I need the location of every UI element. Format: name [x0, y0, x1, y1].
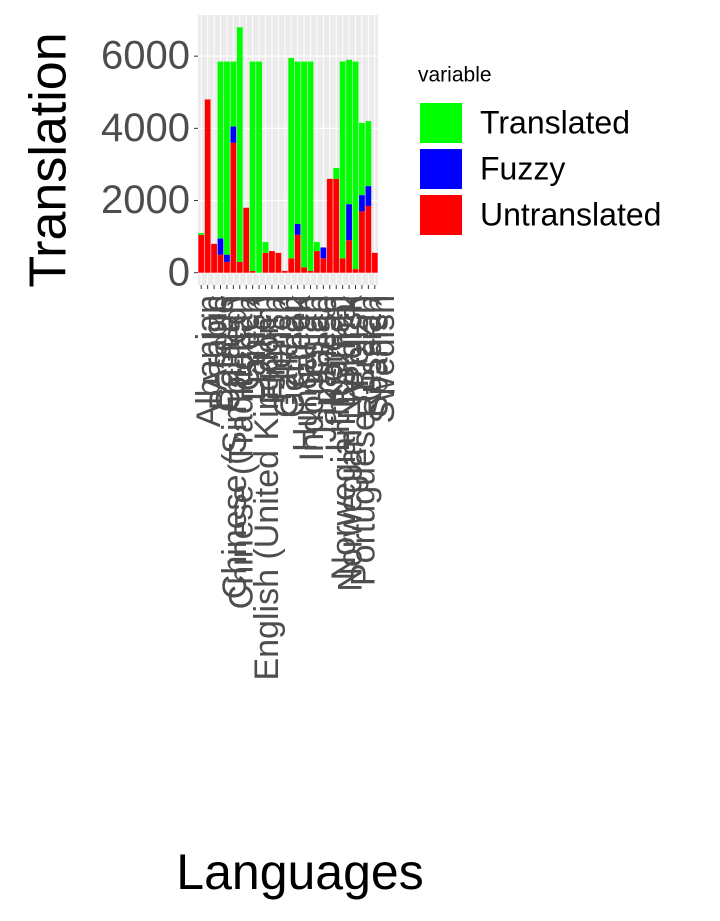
x-tick-label: Galician: [267, 295, 305, 418]
bar-segment: [314, 242, 320, 252]
bar-segment: [307, 270, 314, 273]
bar-segment: [262, 242, 269, 253]
x-tick-label: Chinese (Simplified): [216, 295, 254, 599]
bar-segment: [339, 258, 346, 273]
bar-segment: [204, 99, 211, 273]
y-axis-title: Translation: [20, 32, 78, 287]
x-tick-label: Greek: [280, 294, 318, 388]
bar-segment: [314, 251, 320, 273]
x-tick-label: Portuguese (Brazil): [344, 295, 382, 586]
bar-segment: [198, 234, 205, 273]
bar-segment: [236, 27, 243, 262]
legend-label: Untranslated: [480, 196, 661, 232]
bar-segment: [230, 61, 237, 127]
x-tick-label: Lithuanian: [319, 295, 357, 452]
x-tick-label: Norwegian Bokmål: [325, 295, 363, 580]
y-tick-label: 4000: [101, 106, 190, 150]
bar-segment: [326, 178, 333, 273]
bar-segment: [230, 126, 237, 143]
x-tick-label: Japanese: [306, 295, 344, 442]
bar-segment: [269, 251, 275, 273]
bar-segment: [288, 258, 295, 273]
x-tick-label: Czech: [229, 295, 267, 391]
bar-segment: [346, 240, 352, 273]
bar-segment: [365, 121, 372, 187]
bar-segment: [217, 61, 224, 239]
x-tick-label: Catalan: [209, 295, 247, 412]
x-tick-label: Italian: [299, 295, 337, 386]
bar-segment: [217, 254, 224, 273]
bar-segment: [281, 270, 288, 273]
bar-segment: [352, 61, 359, 270]
x-tick-label: Spanish: [357, 295, 395, 418]
bar-segment: [333, 168, 340, 179]
bar-segment: [256, 61, 262, 273]
x-tick-label: Russian: [351, 295, 389, 418]
x-tick-label: Swedish: [364, 295, 402, 424]
bar-segment: [365, 205, 372, 273]
legend-key: [420, 149, 462, 189]
legend-title: variable: [418, 64, 492, 87]
bar-segment: [288, 57, 295, 259]
x-tick-label: Basque: [203, 295, 241, 410]
x-tick-label: Arabic: [197, 295, 235, 391]
x-tick-label: Albanian: [190, 295, 228, 427]
x-tick-label: French: [261, 295, 299, 401]
x-tick-label: Polish: [338, 295, 376, 388]
x-tick-label: German: [274, 295, 312, 418]
bar-segment: [301, 267, 307, 273]
bar-segment: [339, 61, 346, 259]
y-tick-label: 2000: [101, 178, 190, 222]
bar-segment: [365, 186, 372, 206]
bar-segment: [359, 122, 365, 196]
bar-segment: [236, 261, 243, 273]
x-tick-label: Indonesian: [293, 295, 331, 461]
y-tick-label: 0: [168, 250, 190, 294]
bar-segment: [359, 211, 365, 273]
bar-segment: [224, 261, 230, 273]
bar-segment: [352, 269, 359, 273]
bar-segment: [217, 238, 224, 255]
bar-segment: [333, 178, 340, 273]
bar-segment: [224, 254, 230, 262]
bar-segment: [294, 61, 301, 224]
x-tick-label: Hungarian: [287, 295, 325, 452]
bar-segment: [359, 195, 365, 212]
x-tick-label: Finnish: [254, 295, 292, 405]
bar-segment: [346, 59, 352, 205]
bar-segment: [249, 61, 256, 271]
x-axis-title: Languages: [176, 844, 423, 900]
bar-segment: [320, 247, 327, 259]
bar-segment: [307, 61, 314, 271]
legend-label: Translated: [480, 104, 630, 140]
legend-key: [420, 103, 462, 143]
x-tick-label: English (United Kingdom): [248, 295, 286, 681]
bar-segment: [320, 258, 327, 273]
x-tick-label: Chinese (Traditional): [222, 295, 260, 609]
bar-segment: [275, 252, 282, 273]
bar-segment: [301, 61, 307, 268]
legend-label: Fuzzy: [480, 150, 565, 186]
bar-segment: [249, 270, 256, 273]
y-tick-label: 6000: [101, 34, 190, 78]
legend-key: [420, 195, 462, 235]
bar-segment: [198, 233, 205, 235]
bar-segment: [346, 204, 352, 241]
bar-segment: [230, 142, 237, 273]
x-tick-label: Norwegian Nynorsk: [332, 294, 370, 592]
bar-segment: [224, 61, 230, 255]
bar-segment: [243, 207, 250, 273]
bar-segment: [294, 234, 301, 273]
bar-segment: [294, 223, 301, 235]
x-tick-label: Dutch: [242, 295, 280, 384]
x-tick-label: Korean: [312, 295, 350, 405]
bar-segment: [262, 252, 269, 273]
bar-segment: [211, 243, 217, 273]
bar-segment: [371, 252, 378, 273]
x-tick-label: Danish: [235, 295, 273, 401]
